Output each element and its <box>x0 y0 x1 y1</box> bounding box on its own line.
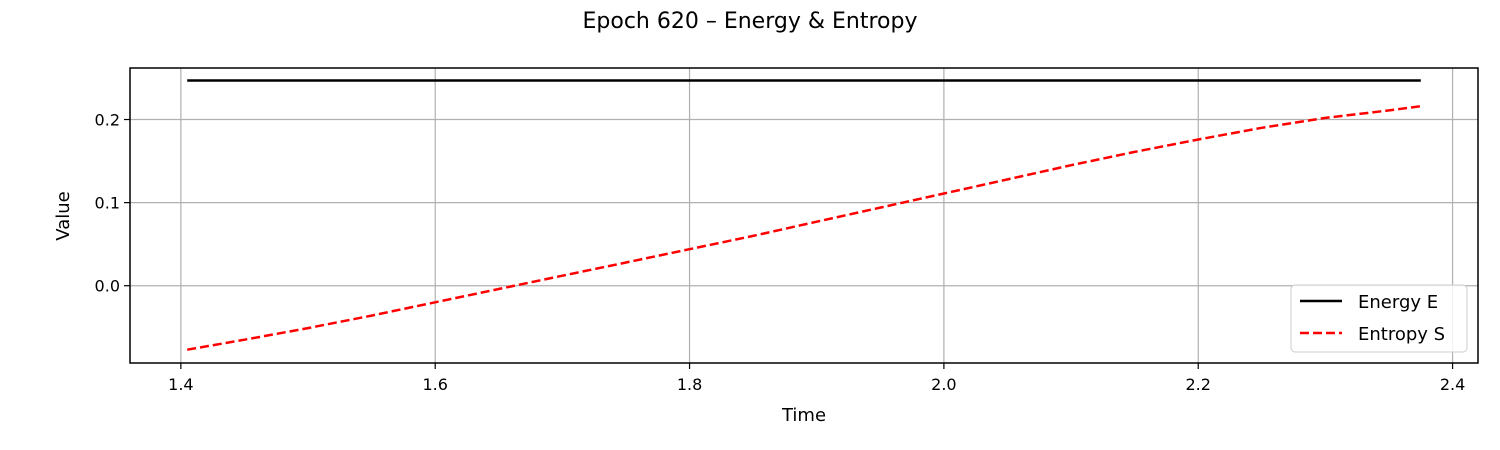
chart-title: Epoch 620 – Energy & Entropy <box>583 9 918 34</box>
plot-frame <box>129 67 1479 364</box>
legend: Energy E Entropy S <box>1290 284 1468 353</box>
series-layer <box>186 79 1421 351</box>
x-tick-label: 1.6 <box>422 375 447 394</box>
x-axis-label: Time <box>781 405 826 426</box>
y-tick-label: 0.0 <box>95 277 120 296</box>
x-tick-label: 2.2 <box>1185 375 1210 394</box>
y-tick-label: 0.1 <box>95 194 120 213</box>
ticks: 1.4 1.6 1.8 2.0 2.2 2.4 0.0 0.1 0.2 <box>95 111 1466 394</box>
x-tick-label: 2.4 <box>1440 375 1465 394</box>
series-line-entropy-s <box>186 104 1421 351</box>
y-tick-label: 0.2 <box>95 111 120 130</box>
x-tick-label: 1.8 <box>677 375 702 394</box>
x-tick-label: 2.0 <box>931 375 956 394</box>
y-axis-label: Value <box>53 191 74 240</box>
grid <box>130 68 1478 363</box>
legend-energy-label: Energy E <box>1358 292 1438 313</box>
x-tick-label: 1.4 <box>168 375 193 394</box>
legend-entropy-label: Entropy S <box>1358 324 1445 345</box>
